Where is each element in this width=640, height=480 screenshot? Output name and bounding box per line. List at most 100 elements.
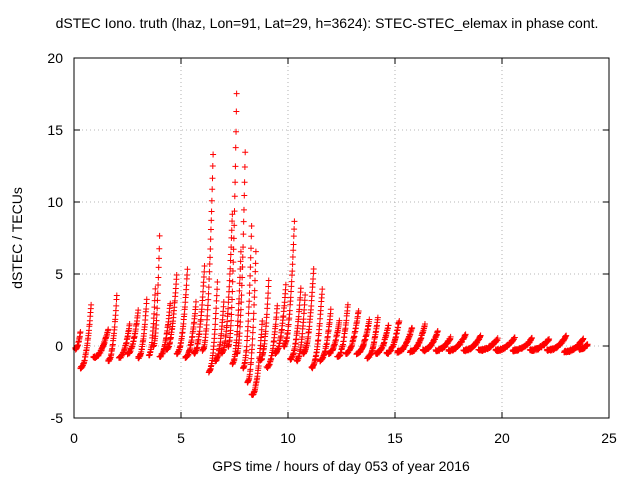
x-tick-label: 25 <box>601 430 617 446</box>
plot-frame <box>73 57 610 419</box>
data-point <box>245 304 252 311</box>
data-point <box>156 245 163 252</box>
data-point <box>233 90 240 97</box>
data-point <box>155 282 162 289</box>
data-point <box>237 306 244 313</box>
data-point <box>212 315 219 322</box>
data-point <box>259 318 266 325</box>
data-point <box>213 297 220 304</box>
data-point <box>396 318 403 325</box>
data-point <box>225 299 232 306</box>
x-tick-label: 5 <box>177 430 185 446</box>
data-point <box>308 302 315 309</box>
data-point <box>183 282 190 289</box>
data-point <box>151 304 158 311</box>
data-point <box>231 208 238 215</box>
data-point <box>241 192 248 199</box>
data-point <box>563 332 570 339</box>
data-point <box>227 322 234 329</box>
data-point <box>288 288 295 295</box>
x-tick-label: 20 <box>494 430 510 446</box>
data-point <box>246 290 253 297</box>
data-point <box>173 271 180 278</box>
data-point <box>184 266 191 273</box>
data-point <box>209 175 216 182</box>
data-point <box>248 355 255 362</box>
data-point <box>204 302 211 309</box>
data-point <box>291 226 298 233</box>
data-point <box>250 316 257 323</box>
data-points <box>72 90 591 399</box>
axis-ticks <box>73 57 610 419</box>
data-point <box>240 231 247 238</box>
data-point <box>88 301 95 308</box>
data-point <box>287 294 294 301</box>
data-point <box>374 314 381 321</box>
data-point <box>251 277 258 284</box>
data-point <box>309 289 316 296</box>
data-point <box>206 260 213 267</box>
data-point <box>126 321 133 328</box>
data-point <box>229 278 236 285</box>
data-point <box>262 328 269 335</box>
data-point <box>300 316 307 323</box>
data-point <box>244 323 251 330</box>
data-point <box>225 294 232 301</box>
data-point <box>105 326 112 333</box>
data-point <box>207 236 214 243</box>
data-point <box>511 334 518 341</box>
data-point <box>156 232 163 239</box>
data-point <box>229 268 236 275</box>
data-point <box>286 307 293 314</box>
data-point <box>247 366 254 373</box>
data-point <box>236 330 243 337</box>
data-point <box>209 186 216 193</box>
data-point <box>200 279 207 286</box>
data-point <box>290 247 297 254</box>
data-point <box>113 302 120 309</box>
x-axis-label: GPS time / hours of day 053 of year 2016 <box>212 458 470 474</box>
data-point <box>230 235 237 242</box>
data-point <box>245 318 252 325</box>
data-point <box>154 290 161 297</box>
data-point <box>241 179 248 186</box>
data-point <box>205 296 212 303</box>
data-point <box>584 341 591 348</box>
data-point <box>229 296 236 303</box>
data-point <box>230 259 237 266</box>
data-point <box>258 326 265 333</box>
data-point <box>409 325 416 332</box>
data-point <box>236 287 243 294</box>
data-point <box>288 278 295 285</box>
data-point <box>290 233 297 240</box>
data-point <box>265 283 272 290</box>
data-point <box>263 320 270 327</box>
data-point <box>580 335 587 342</box>
data-point <box>150 320 157 327</box>
data-point <box>233 108 240 115</box>
data-point <box>265 277 272 284</box>
tick-labels: 0 5 10 15 20 25 -5 0 5 10 15 20 <box>47 50 617 446</box>
data-point <box>206 268 213 275</box>
data-point <box>224 318 231 325</box>
data-point <box>310 275 317 282</box>
data-point <box>477 332 484 339</box>
y-tick-label: 0 <box>55 338 63 354</box>
y-tick-label: 5 <box>55 266 63 282</box>
data-point <box>263 311 270 318</box>
data-point <box>245 310 252 317</box>
data-point <box>494 335 501 342</box>
data-point <box>228 304 235 311</box>
data-point <box>282 281 289 288</box>
data-point <box>213 305 220 312</box>
data-point <box>385 322 392 329</box>
data-point <box>229 288 236 295</box>
data-point <box>232 144 239 151</box>
data-point <box>155 255 162 262</box>
x-tick-label: 10 <box>280 430 296 446</box>
data-point <box>77 329 84 336</box>
data-point <box>249 335 256 342</box>
data-point <box>208 197 215 204</box>
data-point <box>153 317 160 324</box>
data-point <box>211 326 218 333</box>
